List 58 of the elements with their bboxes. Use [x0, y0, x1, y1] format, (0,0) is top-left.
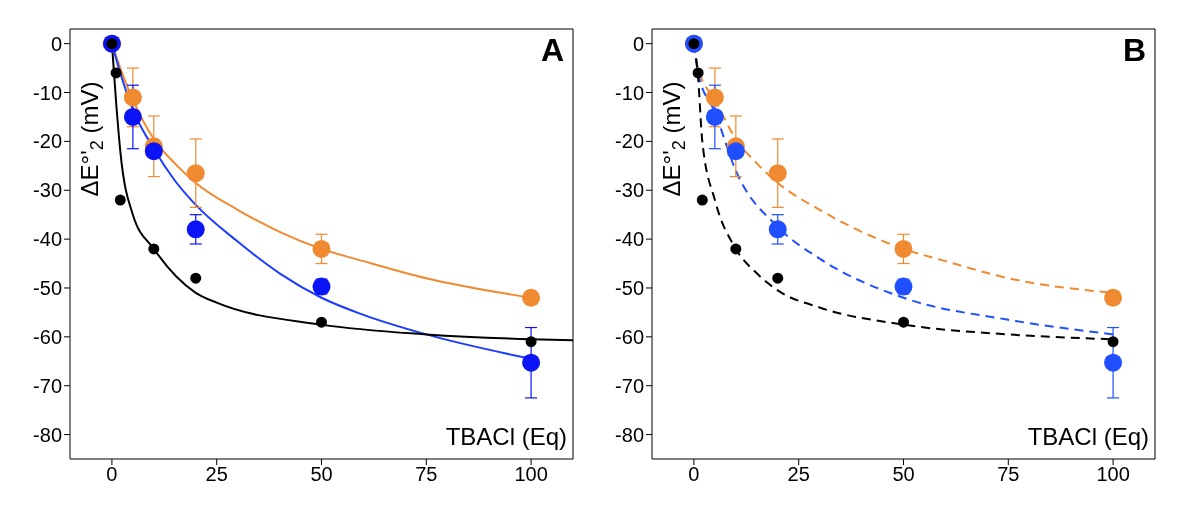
point	[148, 243, 160, 255]
y-tick-label: -50	[33, 277, 62, 300]
point	[1104, 353, 1123, 372]
point	[768, 220, 787, 239]
point	[144, 142, 163, 161]
x-tick-label: 50	[892, 463, 915, 486]
x-tick-label: 0	[106, 463, 118, 486]
annotation: B	[1122, 32, 1146, 69]
point	[898, 316, 909, 328]
y-tick-label: -60	[615, 325, 644, 348]
y-tick-label: -80	[615, 423, 644, 446]
point	[186, 220, 205, 239]
point	[525, 336, 537, 348]
point	[705, 107, 724, 126]
x-tick-label: 100	[514, 463, 548, 486]
x-tick-label: 25	[787, 463, 810, 486]
annotation: A	[540, 32, 564, 69]
y-tick-label: -30	[33, 179, 62, 202]
y-tick-label: -30	[615, 179, 644, 202]
point	[705, 88, 724, 107]
y-tick-label: -50	[615, 277, 644, 300]
point	[522, 353, 541, 372]
y-tick-label: -60	[33, 325, 62, 348]
x-tick-label: 75	[997, 463, 1020, 486]
y-tick-label: 0	[50, 32, 62, 55]
y-tick-label: -80	[33, 423, 62, 446]
x-tick-label: 75	[415, 463, 438, 486]
point	[312, 239, 331, 258]
x-tick-label: 25	[205, 463, 228, 486]
point	[772, 272, 784, 284]
y-tick-label: 0	[632, 32, 644, 55]
point	[768, 164, 787, 183]
y-tick-label: -70	[615, 374, 644, 397]
y-tick-label: -40	[615, 228, 644, 251]
point	[1107, 336, 1119, 348]
y-tick-label: -40	[33, 228, 62, 251]
point	[696, 194, 708, 206]
x-axis-title: TBACl (Eq)	[445, 423, 567, 450]
point	[190, 272, 202, 284]
point	[114, 194, 126, 206]
y-tick-label: -10	[615, 81, 644, 104]
x-tick-label: 100	[1096, 463, 1130, 486]
point	[110, 67, 122, 79]
x-axis-title: TBACl (Eq)	[1027, 423, 1149, 450]
point	[186, 164, 205, 183]
y-tick-label: -20	[33, 130, 62, 153]
point	[123, 107, 142, 126]
x-tick-label: 0	[688, 463, 700, 486]
point	[123, 88, 142, 107]
point	[894, 239, 913, 258]
x-tick-label: 50	[310, 463, 333, 486]
y-tick-label: -70	[33, 374, 62, 397]
point	[692, 67, 704, 79]
y-tick-label: -10	[33, 81, 62, 104]
y-tick-label: -20	[615, 130, 644, 153]
point	[316, 316, 327, 328]
point	[726, 142, 745, 161]
point	[730, 243, 742, 255]
